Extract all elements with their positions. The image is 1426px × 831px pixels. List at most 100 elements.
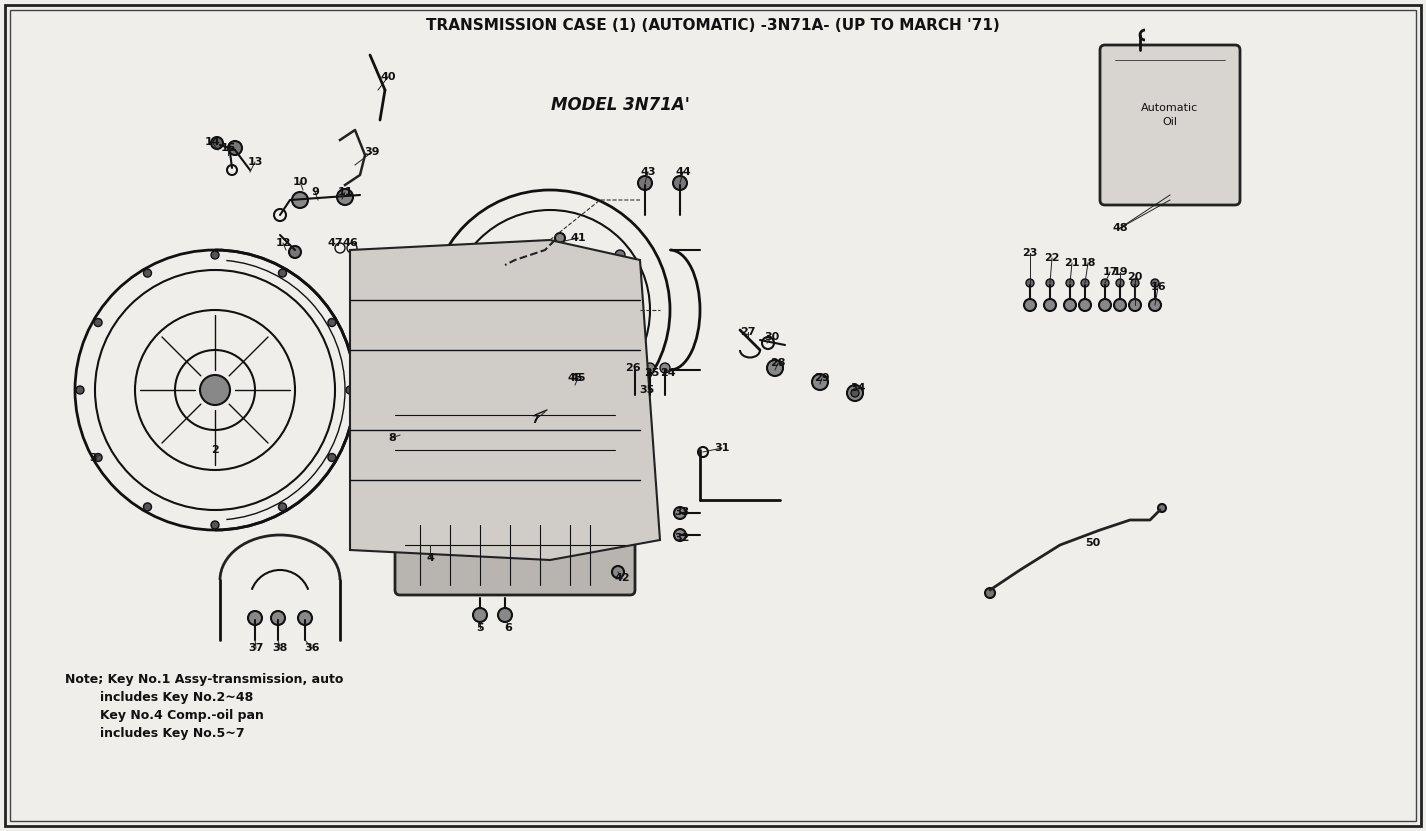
Text: 12: 12: [275, 238, 291, 248]
Circle shape: [425, 250, 435, 260]
Circle shape: [767, 360, 783, 376]
Text: 45: 45: [570, 373, 586, 383]
Circle shape: [475, 543, 485, 553]
Text: 50: 50: [1085, 538, 1101, 548]
Circle shape: [1025, 279, 1034, 287]
Text: 44: 44: [674, 167, 690, 177]
Text: 13: 13: [247, 157, 262, 167]
Circle shape: [337, 189, 354, 205]
Text: 35: 35: [639, 385, 655, 395]
Text: 10: 10: [292, 177, 308, 187]
Text: 39: 39: [364, 147, 379, 157]
Circle shape: [211, 137, 222, 149]
Text: 24: 24: [660, 368, 676, 378]
FancyBboxPatch shape: [395, 515, 635, 595]
Text: Note; Key No.1 Assy-transmission, auto: Note; Key No.1 Assy-transmission, auto: [66, 673, 344, 686]
Circle shape: [328, 454, 337, 461]
Circle shape: [1067, 279, 1074, 287]
Circle shape: [575, 543, 585, 553]
Text: includes Key No.2~48: includes Key No.2~48: [66, 691, 254, 705]
Circle shape: [248, 611, 262, 625]
Text: 19: 19: [1112, 267, 1128, 277]
Circle shape: [200, 375, 230, 405]
Text: 21: 21: [1064, 258, 1079, 268]
Circle shape: [673, 176, 687, 190]
Text: 7: 7: [530, 415, 539, 425]
Text: 5: 5: [476, 623, 483, 633]
Text: 41: 41: [570, 233, 586, 243]
Circle shape: [228, 141, 242, 155]
Circle shape: [144, 503, 151, 511]
Circle shape: [211, 521, 220, 529]
Text: 29: 29: [814, 373, 830, 383]
Circle shape: [575, 247, 585, 257]
Circle shape: [1024, 299, 1037, 311]
Circle shape: [144, 269, 151, 277]
Text: 25: 25: [645, 368, 660, 378]
Text: 45: 45: [568, 373, 583, 383]
Circle shape: [660, 363, 670, 373]
Text: 48: 48: [1112, 223, 1128, 233]
Circle shape: [475, 247, 485, 257]
Circle shape: [1114, 299, 1127, 311]
Circle shape: [615, 250, 625, 260]
Text: 27: 27: [740, 327, 756, 337]
Circle shape: [1099, 299, 1111, 311]
Text: MODEL 3N71A': MODEL 3N71A': [550, 96, 689, 114]
Circle shape: [811, 374, 829, 390]
Circle shape: [1044, 299, 1057, 311]
Text: 40: 40: [381, 72, 396, 82]
Circle shape: [1117, 279, 1124, 287]
Circle shape: [548, 400, 563, 416]
Circle shape: [612, 566, 625, 578]
Circle shape: [1151, 279, 1159, 287]
Text: includes Key No.5~7: includes Key No.5~7: [66, 727, 245, 740]
Text: 18: 18: [1081, 258, 1095, 268]
Circle shape: [292, 192, 308, 208]
Text: 15: 15: [220, 143, 235, 153]
Text: 14: 14: [204, 137, 220, 147]
FancyBboxPatch shape: [386, 402, 623, 463]
Text: 46: 46: [342, 238, 358, 248]
Text: 20: 20: [1128, 272, 1142, 282]
Polygon shape: [349, 240, 660, 560]
Circle shape: [645, 363, 655, 373]
Text: 17: 17: [1102, 267, 1118, 277]
Text: 47: 47: [327, 238, 342, 248]
Circle shape: [76, 386, 84, 394]
Circle shape: [425, 540, 435, 550]
Circle shape: [847, 385, 863, 401]
FancyBboxPatch shape: [1099, 45, 1241, 205]
Circle shape: [328, 318, 337, 327]
Circle shape: [211, 251, 220, 259]
Circle shape: [851, 389, 858, 397]
Circle shape: [498, 608, 512, 622]
Text: 28: 28: [770, 358, 786, 368]
Circle shape: [473, 608, 488, 622]
Circle shape: [615, 540, 625, 550]
Circle shape: [674, 507, 686, 519]
Text: Automatic: Automatic: [1141, 103, 1199, 113]
Circle shape: [1064, 299, 1077, 311]
Circle shape: [1131, 279, 1139, 287]
Text: 4: 4: [426, 553, 434, 563]
Circle shape: [637, 387, 647, 397]
Circle shape: [1149, 299, 1161, 311]
Text: 30: 30: [764, 332, 780, 342]
Circle shape: [674, 529, 686, 541]
Text: 42: 42: [615, 573, 630, 583]
Text: 43: 43: [640, 167, 656, 177]
Circle shape: [1158, 504, 1166, 512]
Text: TRANSMISSION CASE (1) (AUTOMATIC) -3N71A- (UP TO MARCH '71): TRANSMISSION CASE (1) (AUTOMATIC) -3N71A…: [426, 17, 1000, 32]
Circle shape: [1079, 299, 1091, 311]
Text: 33: 33: [674, 507, 690, 517]
Text: 23: 23: [1022, 248, 1038, 258]
Text: 8: 8: [388, 433, 396, 443]
Text: 32: 32: [674, 533, 690, 543]
Circle shape: [1047, 279, 1054, 287]
Circle shape: [555, 233, 565, 243]
Circle shape: [1081, 279, 1089, 287]
Circle shape: [630, 363, 640, 373]
Text: 37: 37: [248, 643, 264, 653]
Text: 36: 36: [304, 643, 319, 653]
